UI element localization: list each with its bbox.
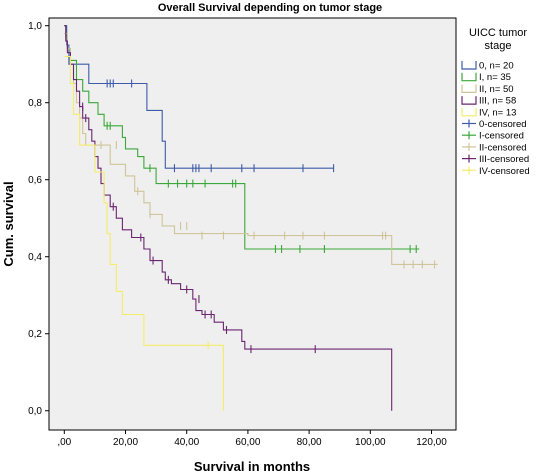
legend-label: 0, n= 20 bbox=[479, 61, 514, 72]
y-axis-title: Cum. survival bbox=[1, 181, 16, 266]
y-tick-label: 0,4 bbox=[28, 252, 42, 263]
legend-label: IV-censored bbox=[479, 166, 530, 177]
x-tick-label: 20,00 bbox=[113, 437, 138, 448]
x-tick-label: 80,00 bbox=[297, 437, 322, 448]
survival-line-4 bbox=[64, 55, 224, 411]
legend-line-swatch bbox=[461, 107, 477, 117]
legend-label: II-censored bbox=[479, 142, 527, 153]
legend-label: III-censored bbox=[479, 154, 529, 165]
legend-label: 0-censored bbox=[479, 119, 527, 130]
y-tick-label: 0,6 bbox=[28, 175, 42, 186]
x-tick-label: 100,00 bbox=[355, 437, 386, 448]
survival-line-3 bbox=[64, 25, 393, 411]
y-tick-label: 1,0 bbox=[28, 21, 42, 32]
survival-curves bbox=[64, 25, 438, 411]
x-tick-label: ,00 bbox=[57, 437, 71, 448]
legend-line-swatch bbox=[461, 61, 477, 70]
y-tick-label: 0,8 bbox=[28, 98, 42, 109]
y-tick-label: 0,2 bbox=[28, 329, 42, 340]
legend-label: I-censored bbox=[479, 131, 524, 142]
x-axis-title: Survival in months bbox=[194, 459, 310, 474]
legend-label: II, n= 50 bbox=[479, 84, 514, 95]
legend-label: IV, n= 13 bbox=[479, 107, 516, 118]
x-axis: ,00 20,00 40,00 60,00 80,00 100,00 120,00 bbox=[57, 430, 447, 448]
legend-line-swatch bbox=[461, 72, 477, 82]
plot-area bbox=[48, 17, 457, 431]
y-axis: 0,0 0,2 0,4 0,6 0,8 1,0 bbox=[28, 21, 49, 417]
x-tick-label: 60,00 bbox=[235, 437, 260, 448]
legend-line-swatch bbox=[461, 84, 477, 93]
y-tick-label: 0,0 bbox=[28, 406, 42, 417]
x-tick-label: 120,00 bbox=[416, 437, 447, 448]
x-tick-label: 40,00 bbox=[174, 437, 199, 448]
legend-label: III, n= 58 bbox=[479, 96, 516, 107]
legend-label: I, n= 35 bbox=[479, 72, 511, 83]
legend-line-swatch bbox=[461, 96, 477, 105]
legend-title-line2: stage bbox=[485, 40, 512, 52]
chart-title: Overall Survival depending on tumor stag… bbox=[158, 2, 382, 14]
legend-title-line1: UICC tumor bbox=[469, 27, 527, 39]
